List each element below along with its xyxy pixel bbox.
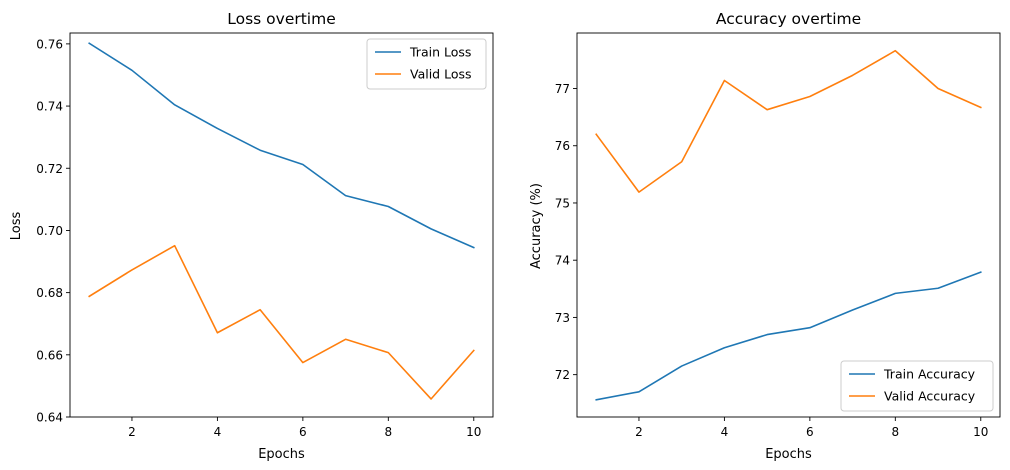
x-tick-label: 10 [466, 425, 481, 439]
x-tick-label: 6 [299, 425, 307, 439]
y-tick-label: 0.68 [36, 286, 63, 300]
legend-label: Train Accuracy [883, 367, 976, 382]
x-tick-label: 6 [806, 425, 814, 439]
series-line-valid-loss [88, 244, 475, 400]
y-tick-label: 0.66 [36, 348, 63, 362]
legend-label: Valid Loss [410, 67, 472, 82]
legend-label: Train Loss [409, 45, 471, 60]
x-tick-label: 4 [214, 425, 222, 439]
y-tick-label: 72 [555, 368, 570, 382]
chart-title: Accuracy overtime [716, 10, 861, 28]
y-tick-label: 73 [555, 311, 570, 325]
legend-box [840, 360, 994, 412]
x-tick-label: 2 [128, 425, 136, 439]
series-line-train-loss [88, 42, 475, 249]
y-axis-label: Accuracy (%) [529, 183, 544, 269]
x-axis-label: Epochs [765, 447, 812, 462]
x-tick-label: 8 [891, 425, 899, 439]
plot-frame [69, 32, 494, 418]
y-tick-label: 0.70 [36, 224, 63, 238]
legend-label: Valid Accuracy [884, 389, 976, 404]
y-tick-label: 74 [555, 254, 570, 268]
y-tick-label: 77 [555, 82, 570, 96]
x-tick-label: 4 [721, 425, 729, 439]
x-axis-label: Epochs [258, 447, 305, 462]
y-axis-label: Loss [9, 212, 24, 241]
y-tick-label: 0.76 [36, 37, 63, 51]
y-tick-label: 76 [555, 139, 570, 153]
x-tick-label: 8 [384, 425, 392, 439]
loss-chart: Loss overtime Epochs Loss 2 4 6 8 10 0.64 0.66… [9, 10, 494, 462]
series-line-valid-accuracy [595, 49, 982, 193]
y-tick-label: 0.72 [36, 162, 63, 176]
y-tick-label: 0.64 [36, 411, 63, 425]
accuracy-chart: Accuracy overtime Epochs Accuracy (%) 2 4… [529, 10, 1001, 462]
legend: Train Loss Valid Loss [366, 38, 487, 90]
chart-title: Loss overtime [227, 10, 336, 28]
x-tick-label: 10 [973, 425, 988, 439]
y-tick-label: 75 [555, 196, 570, 210]
x-tick-label: 2 [635, 425, 643, 439]
plot-frame [576, 32, 1001, 418]
y-tick-label: 0.74 [36, 100, 63, 114]
series-line-train-accuracy [595, 271, 982, 401]
legend: Train Accuracy Valid Accuracy [840, 360, 994, 412]
